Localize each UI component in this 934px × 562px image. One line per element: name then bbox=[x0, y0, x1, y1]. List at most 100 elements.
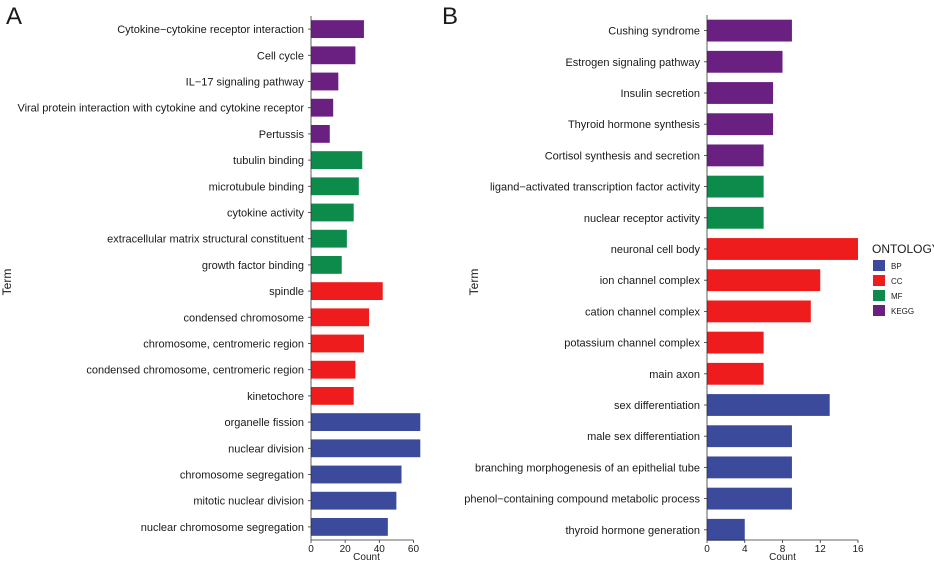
y-axis-title: Term bbox=[467, 269, 481, 296]
category-label: chromosome segregation bbox=[180, 470, 304, 482]
y-axis-title: Term bbox=[0, 269, 14, 296]
category-label: phenol−containing compound metabolic pro… bbox=[464, 494, 700, 506]
category-label: cation channel complex bbox=[585, 306, 700, 318]
legend-swatch-bp bbox=[873, 260, 885, 271]
bar-mf bbox=[707, 206, 764, 229]
bar-kegg bbox=[707, 82, 774, 104]
panel-b-chart: Cushing syndrome Estrogen signaling pathw… bbox=[464, 15, 864, 562]
x-axis-title: Count bbox=[769, 552, 796, 562]
bar-kegg bbox=[707, 113, 774, 136]
category-label: condensed chromosome bbox=[184, 312, 304, 324]
category-label: potassium channel complex bbox=[564, 338, 700, 350]
bar-kegg bbox=[707, 144, 764, 167]
category-label: IL−17 signaling pathway bbox=[186, 77, 305, 89]
x-tick-label: 0 bbox=[308, 544, 314, 555]
bar-cc bbox=[707, 269, 821, 292]
category-label: Pertussis bbox=[259, 129, 305, 141]
ontology-legend: ONTOLOGY BP CC MF KEGG bbox=[872, 242, 934, 316]
bar-mf bbox=[311, 203, 354, 222]
bar-bp bbox=[707, 456, 792, 479]
category-label: growth factor binding bbox=[202, 260, 304, 272]
bar-cc bbox=[311, 282, 383, 301]
category-label: Viral protein interaction with cytokine … bbox=[17, 103, 304, 115]
legend-label-cc: CC bbox=[891, 277, 903, 286]
x-axis-title: Count bbox=[353, 552, 380, 562]
bar-bp bbox=[707, 518, 745, 541]
category-label: extracellular matrix structural constitu… bbox=[107, 234, 304, 246]
bar-bp bbox=[311, 465, 402, 484]
bar-cc bbox=[707, 331, 764, 354]
bar-bp bbox=[311, 517, 388, 536]
category-label: condensed chromosome, centromeric region bbox=[86, 365, 304, 377]
bar-mf bbox=[311, 255, 342, 274]
category-label: chromosome, centromeric region bbox=[143, 339, 304, 351]
bar-kegg bbox=[707, 19, 792, 42]
bar-bp bbox=[707, 487, 792, 510]
bar-kegg bbox=[311, 98, 334, 117]
category-label: ion channel complex bbox=[600, 275, 701, 287]
panel-a-letter: A bbox=[6, 3, 22, 30]
x-tick-label: 8 bbox=[780, 544, 786, 555]
category-label: organelle fission bbox=[225, 417, 305, 429]
bar-cc bbox=[707, 362, 764, 385]
category-label: Insulin secretion bbox=[621, 88, 701, 100]
category-label: male sex differentiation bbox=[587, 431, 700, 443]
legend-swatch-kegg bbox=[873, 305, 885, 316]
legend-title: ONTOLOGY bbox=[872, 242, 934, 256]
category-label: cytokine activity bbox=[227, 208, 305, 220]
legend-label-bp: BP bbox=[891, 262, 902, 271]
category-label: thyroid hormone generation bbox=[565, 525, 700, 537]
legend-label-kegg: KEGG bbox=[891, 307, 914, 316]
x-tick-label: 60 bbox=[408, 544, 420, 555]
legend-swatch-mf bbox=[873, 290, 885, 301]
bar-mf bbox=[311, 177, 359, 196]
category-label: Cushing syndrome bbox=[608, 26, 700, 38]
panel-b-letter: B bbox=[442, 3, 458, 30]
bar-mf bbox=[311, 151, 363, 170]
bar-cc bbox=[311, 334, 364, 353]
legend-label-mf: MF bbox=[891, 292, 903, 301]
category-label: microtubule binding bbox=[209, 181, 304, 193]
category-label: tubulin binding bbox=[233, 155, 304, 167]
bar-cc bbox=[311, 386, 354, 405]
bar-bp bbox=[311, 491, 397, 510]
category-label: Cortisol synthesis and secretion bbox=[545, 150, 700, 162]
category-label: Cell cycle bbox=[257, 50, 304, 62]
x-tick-label: 40 bbox=[374, 544, 386, 555]
panel-a-chart: Cytokine−cytokine receptor interaction Ce… bbox=[0, 16, 421, 562]
category-label: nuclear division bbox=[228, 443, 304, 455]
category-label: sex differentiation bbox=[614, 400, 700, 412]
category-label: Cytokine−cytokine receptor interaction bbox=[117, 24, 304, 36]
bar-cc bbox=[311, 308, 370, 327]
bar-cc bbox=[311, 360, 356, 379]
category-label: spindle bbox=[269, 286, 304, 298]
bar-kegg bbox=[311, 124, 330, 143]
category-label: nuclear chromosome segregation bbox=[141, 522, 304, 534]
category-label: Thyroid hormone synthesis bbox=[568, 119, 701, 131]
category-label: mitotic nuclear division bbox=[193, 496, 304, 508]
bar-kegg bbox=[311, 72, 339, 91]
bar-bp bbox=[311, 413, 421, 432]
bar-cc bbox=[707, 238, 858, 260]
x-tick-label: 0 bbox=[704, 544, 710, 555]
category-label: ligand−activated transcription factor ac… bbox=[490, 182, 701, 194]
category-label: nuclear receptor activity bbox=[584, 213, 701, 225]
x-tick-label: 4 bbox=[742, 544, 748, 555]
category-label: neuronal cell body bbox=[611, 244, 701, 256]
bar-bp bbox=[311, 439, 421, 458]
category-label: main axon bbox=[649, 369, 700, 381]
bar-bp bbox=[707, 425, 792, 448]
bar-cc bbox=[707, 300, 811, 323]
x-tick-label: 20 bbox=[340, 544, 352, 555]
category-label: Estrogen signaling pathway bbox=[565, 57, 700, 69]
bar-kegg bbox=[707, 50, 783, 73]
bar-mf bbox=[707, 175, 764, 198]
legend-swatch-cc bbox=[873, 275, 885, 286]
x-tick-label: 16 bbox=[852, 544, 864, 555]
bar-mf bbox=[311, 229, 347, 248]
bar-kegg bbox=[311, 20, 364, 39]
bar-bp bbox=[707, 394, 830, 416]
category-label: kinetochore bbox=[247, 391, 304, 403]
bar-kegg bbox=[311, 46, 356, 65]
